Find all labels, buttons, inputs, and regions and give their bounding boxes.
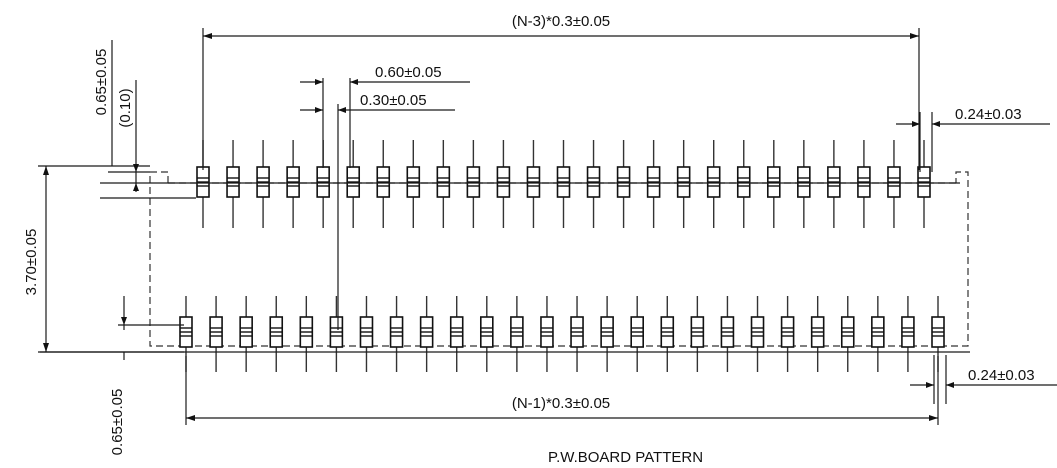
top-pitch-label: (N-3)*0.3±0.05: [512, 13, 610, 30]
bottom-pad: [660, 296, 675, 372]
bottom-pad: [600, 296, 614, 372]
top-pad: [286, 140, 300, 228]
top-pad: [526, 140, 541, 228]
half-pitch-label: 0.30±0.05: [360, 92, 427, 109]
drawing-caption: P.W.BOARD PATTERN: [548, 449, 703, 466]
bottom-pad: [901, 296, 915, 372]
top-pad: [376, 140, 391, 228]
bottom-pad: [299, 296, 314, 372]
bottom-pad: [750, 296, 765, 372]
top-pad: [736, 140, 751, 228]
bottom-pad: [630, 296, 645, 372]
top-pad: [706, 140, 721, 228]
bottom-pad: [570, 296, 584, 372]
bottom-pad: [840, 296, 855, 372]
top-pad-row: [196, 140, 931, 228]
bottom-pad: [269, 296, 284, 372]
bottom-pad: [510, 296, 524, 372]
bottom-pad: [780, 296, 795, 372]
bottom-pad: [449, 296, 464, 372]
top-offset-ref-label: (0.10): [117, 88, 134, 127]
top-pad: [466, 140, 481, 228]
bottom-pad-width-dimension: 0.24±0.03: [910, 355, 1057, 404]
bottom-pad-row: [179, 296, 945, 372]
top-pad: [827, 140, 841, 228]
pad-pitch-dimension: 0.60±0.05: [300, 64, 470, 168]
top-pad: [256, 140, 270, 228]
bottom-pad-width-label: 0.24±0.03: [968, 367, 1035, 384]
top-pad: [436, 140, 451, 228]
top-pad: [887, 140, 901, 228]
top-offset-dimension: 0.65±0.05 (0.10): [93, 40, 196, 199]
top-pad: [616, 140, 631, 228]
height-label: 3.70±0.05: [23, 229, 40, 296]
top-pad-width-dimension: 0.24±0.03: [896, 106, 1050, 172]
half-pitch-dimension: 0.30±0.05: [300, 92, 455, 330]
bottom-pad: [810, 296, 825, 372]
bottom-pad: [871, 296, 885, 372]
top-pad: [556, 140, 571, 228]
top-pad: [857, 140, 871, 228]
bottom-pad: [329, 296, 344, 372]
top-pad: [797, 140, 811, 228]
bottom-pad: [540, 296, 554, 372]
bottom-pad: [239, 296, 253, 372]
top-pad: [586, 140, 601, 228]
bottom-offset-dimension: 0.65±0.05: [109, 296, 184, 455]
top-pad: [226, 140, 240, 228]
bottom-pad: [389, 296, 404, 372]
bottom-pad: [720, 296, 735, 372]
pad-pitch-label: 0.60±0.05: [375, 64, 442, 81]
top-pitch-dimension: (N-3)*0.3±0.05: [202, 13, 920, 170]
bottom-pad: [479, 296, 494, 372]
top-pad: [676, 140, 691, 228]
top-pad: [766, 140, 781, 228]
top-offset-label: 0.65±0.05: [93, 49, 110, 116]
top-pad: [346, 140, 361, 228]
bottom-offset-label: 0.65±0.05: [109, 389, 126, 456]
bottom-pad: [209, 296, 223, 372]
height-dimension: 3.70±0.05: [23, 165, 184, 353]
bottom-pad: [359, 296, 374, 372]
bottom-pitch-label: (N-1)*0.3±0.05: [512, 395, 610, 412]
bottom-pad: [419, 296, 434, 372]
top-pad: [406, 140, 421, 228]
top-pad-width-label: 0.24±0.03: [955, 106, 1022, 123]
bottom-pitch-dimension: (N-1)*0.3±0.05: [185, 356, 939, 425]
top-pad: [496, 140, 511, 228]
bottom-pad: [690, 296, 705, 372]
top-pad: [646, 140, 661, 228]
top-pad: [917, 140, 931, 228]
